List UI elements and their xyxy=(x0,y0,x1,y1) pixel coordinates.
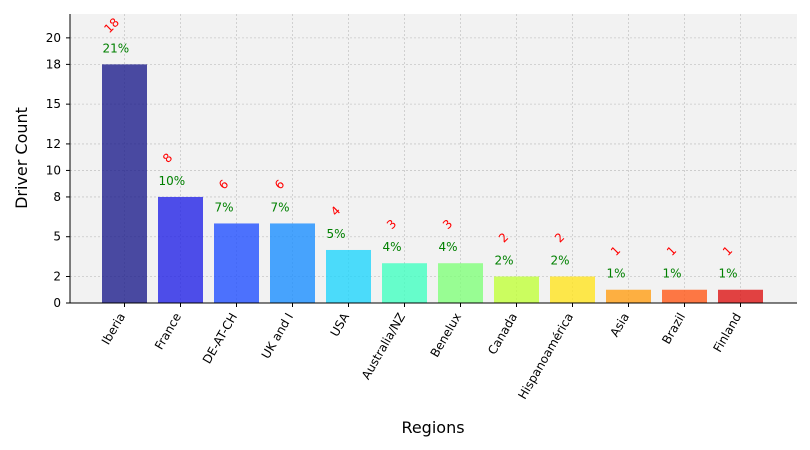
x-tick-label: Hispanoamérica xyxy=(515,311,576,402)
x-tick-label: Benelux xyxy=(428,311,464,360)
percent-label: 4% xyxy=(383,240,402,254)
x-axis-title: Regions xyxy=(401,418,464,437)
bar xyxy=(326,249,371,303)
percent-label: 1% xyxy=(719,267,738,281)
bar xyxy=(102,64,147,303)
y-axis-title: Driver Count xyxy=(12,107,31,209)
bar xyxy=(382,263,427,303)
y-tick-label: 10 xyxy=(46,163,61,177)
percent-label: 1% xyxy=(663,267,682,281)
bar xyxy=(550,276,595,303)
percent-label: 5% xyxy=(327,227,346,241)
x-tick-label: UK and I xyxy=(259,311,296,362)
bar xyxy=(662,289,707,303)
x-tick-label: Brazil xyxy=(659,311,688,347)
y-tick-label: 18 xyxy=(46,57,61,71)
percent-label: 7% xyxy=(271,200,290,214)
bar xyxy=(606,289,651,303)
percent-label: 10% xyxy=(159,174,186,188)
bar xyxy=(438,263,483,303)
y-axis-ticks: 0 2 5 8 10 12 15 18 20 xyxy=(46,31,70,310)
percent-label: 7% xyxy=(215,200,234,214)
x-tick-label: USA xyxy=(328,310,353,339)
x-tick-label: DE-AT-CH xyxy=(200,311,240,367)
percent-label: 4% xyxy=(439,240,458,254)
y-tick-label: 0 xyxy=(53,296,61,310)
y-tick-label: 2 xyxy=(53,269,61,283)
bars xyxy=(102,64,763,303)
x-tick-label: Finland xyxy=(711,311,745,355)
y-tick-label: 12 xyxy=(46,137,61,151)
bar xyxy=(158,196,203,303)
x-tick-label: France xyxy=(152,311,184,353)
bar xyxy=(270,223,315,303)
x-tick-label: Asia xyxy=(607,311,632,340)
percent-label: 2% xyxy=(551,253,570,267)
x-tick-label: Iberia xyxy=(99,311,128,348)
x-tick-label: Australia/NZ xyxy=(359,311,408,382)
bar xyxy=(718,289,763,303)
x-axis-ticks: Iberia France DE-AT-CH UK and I USA Australia… xyxy=(99,303,744,402)
percent-label: 2% xyxy=(495,253,514,267)
y-tick-label: 15 xyxy=(46,97,61,111)
y-tick-label: 20 xyxy=(46,31,61,45)
percent-label: 1% xyxy=(607,267,626,281)
x-tick-label: Canada xyxy=(485,311,520,358)
y-tick-label: 5 xyxy=(53,230,61,244)
bar xyxy=(494,276,539,303)
y-tick-label: 8 xyxy=(53,190,61,204)
percent-label: 21% xyxy=(103,41,130,55)
bar xyxy=(214,223,259,303)
